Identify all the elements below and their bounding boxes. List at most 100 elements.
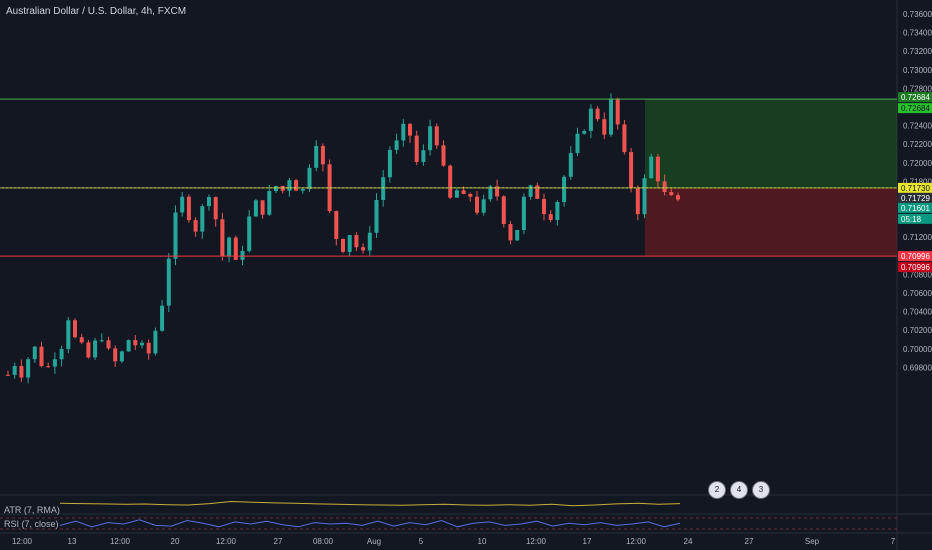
candle-body xyxy=(582,130,587,134)
chart-title: Australian Dollar / U.S. Dollar, 4h, FXC… xyxy=(6,6,187,17)
stop-loss-tag-2-bg xyxy=(898,262,932,273)
candle-body xyxy=(662,181,667,192)
candle-body xyxy=(146,342,151,354)
candle-body xyxy=(649,156,654,179)
candle-body xyxy=(26,359,31,378)
y-tick-label: 0.73600 xyxy=(903,10,932,19)
candle-body xyxy=(220,219,225,257)
candle-body xyxy=(354,235,359,248)
candle-body xyxy=(173,212,178,259)
candle-body xyxy=(387,149,392,178)
candle-body xyxy=(521,196,526,231)
candle-body xyxy=(655,156,660,182)
candle-body xyxy=(260,200,265,215)
candle-body xyxy=(468,193,473,197)
y-tick-label: 0.70400 xyxy=(903,308,932,317)
stop-loss-tag: 0.70996 xyxy=(901,252,930,261)
y-tick-label: 0.71800 xyxy=(903,177,932,186)
candle-body xyxy=(19,366,24,378)
candle-body xyxy=(139,342,145,346)
x-tick-label: 24 xyxy=(684,537,693,546)
entry-tag-bg xyxy=(898,182,932,193)
candle-body xyxy=(501,196,506,224)
take-profit-tag-2-bg xyxy=(898,103,932,114)
candle-body xyxy=(113,348,118,362)
candle-body xyxy=(340,238,346,252)
candle-body xyxy=(434,126,439,146)
candle-body xyxy=(227,237,232,257)
candle-body xyxy=(595,108,600,120)
candle-body xyxy=(206,197,212,207)
candle-body xyxy=(59,349,64,360)
candle-body xyxy=(240,250,245,260)
candle-body xyxy=(166,258,171,306)
entry-tag: 0.71730 xyxy=(901,184,930,193)
candle-body xyxy=(588,108,593,131)
event-badge-2[interactable]: 4 xyxy=(730,481,748,499)
candle-body xyxy=(548,214,553,221)
take-profit-tag-2: 0.72684 xyxy=(901,104,930,113)
rsi-line xyxy=(59,519,681,528)
x-tick-label: 7 xyxy=(891,537,896,546)
x-tick-label: 08:00 xyxy=(313,537,334,546)
x-tick-label: 5 xyxy=(419,537,424,546)
event-badge-3[interactable]: 3 xyxy=(752,481,770,499)
candle-body xyxy=(361,247,366,251)
loss-zone xyxy=(645,187,897,257)
candle-body xyxy=(367,232,372,251)
last-price-tag-bg xyxy=(898,192,932,203)
candle-body xyxy=(448,165,453,198)
y-tick-label: 0.69800 xyxy=(903,363,932,372)
candle-body xyxy=(160,305,165,331)
candle-body xyxy=(428,126,433,151)
candle-body xyxy=(267,190,272,215)
candle-body xyxy=(320,145,325,165)
candle-body xyxy=(79,337,84,343)
candle-body xyxy=(528,185,533,197)
candle-body xyxy=(106,340,111,349)
candle-body xyxy=(481,199,486,213)
candle-body xyxy=(86,342,91,358)
x-tick-label: 20 xyxy=(171,537,180,546)
candle-body xyxy=(407,123,413,136)
stop-loss-tag-2: 0.70996 xyxy=(901,263,930,272)
y-tick-label: 0.72400 xyxy=(903,122,932,131)
candle-body xyxy=(515,230,520,241)
x-tick-label: 27 xyxy=(745,537,754,546)
candle-body xyxy=(642,178,647,215)
rsi-indicator-label[interactable]: RSI (7, close) xyxy=(4,519,59,529)
candle-body xyxy=(72,320,78,338)
candle-body xyxy=(394,140,399,150)
candle-body xyxy=(99,340,104,342)
y-tick-label: 0.70600 xyxy=(903,289,932,298)
candle-body xyxy=(287,180,292,191)
candle-body xyxy=(133,340,138,346)
candle-body xyxy=(52,359,57,367)
y-tick-label: 0.70000 xyxy=(903,345,932,354)
candle-body xyxy=(675,195,681,200)
y-tick-label: 0.73200 xyxy=(903,47,932,56)
candle-body xyxy=(562,176,567,202)
take-profit-tag: 0.72684 xyxy=(901,93,930,102)
candle-body xyxy=(635,188,640,215)
candle-body xyxy=(253,200,258,217)
atr-indicator-label[interactable]: ATR (7, RMA) xyxy=(4,505,60,515)
candle-body xyxy=(119,351,124,362)
y-tick-label: 0.72800 xyxy=(903,84,932,93)
candle-body xyxy=(93,340,98,358)
candle-body xyxy=(608,98,614,135)
x-tick-label: Sep xyxy=(805,537,820,546)
candle-body xyxy=(488,186,493,200)
candle-body xyxy=(200,206,205,232)
y-tick-label: 0.73000 xyxy=(903,66,932,75)
take-profit-tag-bg xyxy=(898,92,932,103)
candle-body xyxy=(421,150,426,163)
candle-body xyxy=(280,186,285,191)
event-badge-1[interactable]: 2 xyxy=(708,481,726,499)
candle-body xyxy=(474,196,480,213)
candle-body xyxy=(535,185,540,199)
candle-body xyxy=(454,190,459,198)
candle-body xyxy=(401,123,406,141)
x-tick-label: 10 xyxy=(478,537,487,546)
